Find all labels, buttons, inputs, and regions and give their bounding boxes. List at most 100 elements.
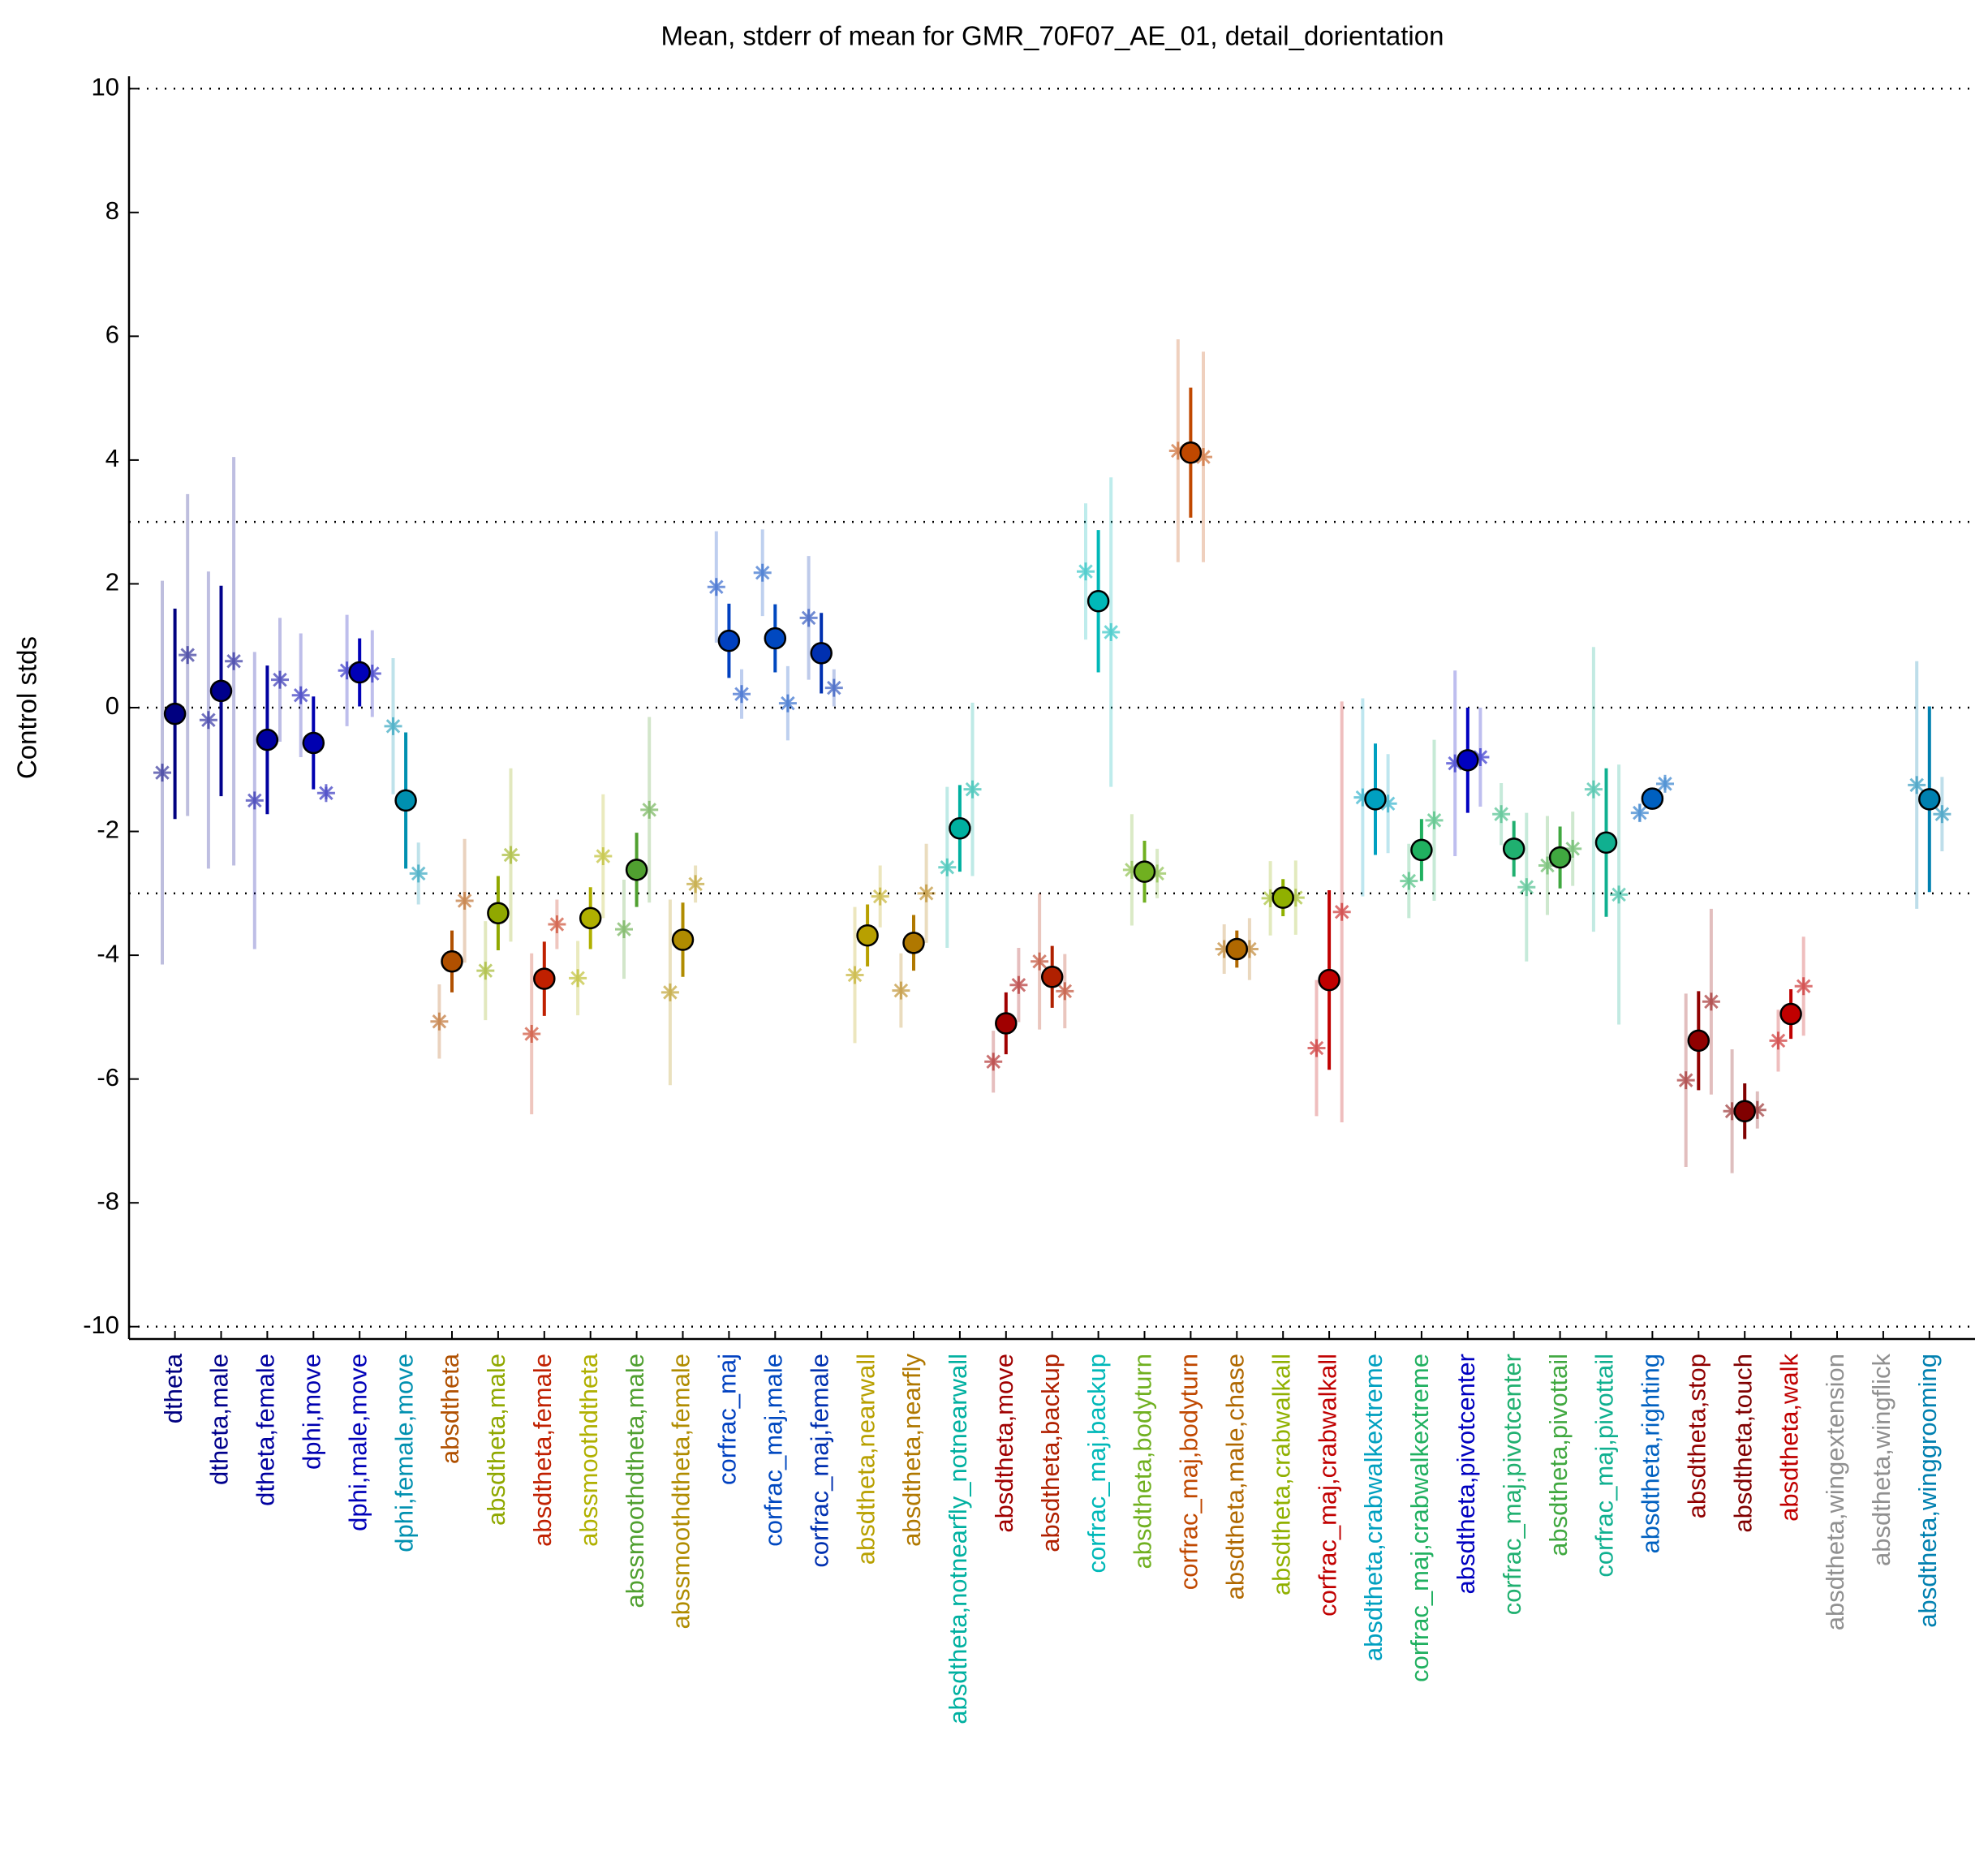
star-stroke	[781, 695, 795, 711]
y-axis-label: Control stds	[12, 636, 42, 779]
star-marker	[733, 685, 751, 704]
x-tick-label: corfrac_maj,crabwalkextreme	[1405, 1354, 1434, 1682]
x-tick-label: dphi,male,move	[343, 1354, 372, 1531]
star-marker	[225, 652, 243, 670]
mean-marker	[764, 626, 787, 650]
star-marker	[569, 969, 587, 988]
x-tick-label: absdtheta,nearwall	[851, 1354, 880, 1565]
mean-marker	[1641, 787, 1664, 810]
star-marker	[384, 717, 402, 735]
star-stroke	[827, 680, 841, 695]
y-tick-label: 8	[105, 196, 119, 225]
mean-marker	[625, 859, 648, 881]
star-stroke	[1032, 954, 1047, 969]
mean-marker	[995, 1012, 1018, 1035]
mean-marker	[810, 642, 833, 665]
x-tick-label: dtheta,male	[205, 1354, 234, 1485]
star-marker	[409, 864, 428, 883]
star-stroke	[226, 654, 241, 669]
star-marker	[455, 891, 474, 910]
star-stroke	[155, 765, 170, 780]
x-tick-label: dtheta	[159, 1353, 187, 1423]
star-marker	[523, 1024, 541, 1043]
star-stroke	[503, 847, 519, 863]
star-stroke	[872, 889, 888, 904]
x-tick-label: dphi,move	[297, 1354, 325, 1470]
mean-marker	[949, 816, 971, 840]
star-marker	[1102, 622, 1121, 641]
star-marker	[1517, 878, 1536, 897]
x-tick-label: dphi,female,move	[389, 1354, 418, 1552]
star-stroke	[1057, 984, 1073, 999]
star-marker	[707, 578, 725, 596]
x-tick-label: corfrac_maj,male	[759, 1354, 787, 1547]
star-marker	[1056, 982, 1074, 1001]
star-marker	[871, 887, 889, 906]
x-tick-label: absdtheta,move	[990, 1354, 1018, 1533]
star-marker	[1908, 776, 1926, 794]
star-marker	[1009, 975, 1028, 994]
x-tick-label: absdtheta,pivotcenter	[1452, 1354, 1480, 1594]
star-stroke	[549, 917, 565, 932]
star-stroke	[1426, 813, 1442, 828]
x-tick-label: absdtheta,righting	[1637, 1354, 1665, 1553]
x-tick-label: abssmoothdtheta,male	[621, 1354, 649, 1608]
star-marker	[316, 784, 335, 803]
x-tick-label: absdtheta,winggrooming	[1913, 1354, 1942, 1628]
star-stroke	[1678, 1073, 1693, 1087]
star-stroke	[457, 893, 472, 908]
star-marker	[1769, 1031, 1788, 1050]
star-marker	[1584, 780, 1603, 799]
star-stroke	[432, 1014, 447, 1029]
mean-marker	[1548, 846, 1572, 869]
x-tick-label: corfrac_maj	[713, 1354, 742, 1485]
y-tick-label: 2	[105, 568, 119, 596]
x-tick-label: absdtheta,male	[482, 1354, 510, 1526]
star-stroke	[1611, 887, 1626, 902]
y-tick-label: -4	[97, 939, 119, 967]
star-marker	[1077, 562, 1095, 581]
star-stroke	[1796, 979, 1811, 993]
y-tick-label: 10	[92, 72, 119, 101]
y-tick-label: -6	[97, 1063, 119, 1091]
star-marker	[1425, 811, 1444, 829]
star-marker	[245, 791, 264, 810]
star-stroke	[663, 985, 678, 1000]
star-stroke	[293, 687, 308, 703]
star-stroke	[1934, 807, 1950, 821]
mean-marker	[256, 728, 279, 751]
star-stroke	[1494, 807, 1508, 821]
star-marker	[615, 920, 633, 939]
mean-marker	[1225, 937, 1249, 961]
x-tick-label: absdtheta,crabwalkextreme	[1359, 1354, 1388, 1661]
x-tick-label: absdtheta,female	[528, 1354, 557, 1547]
star-stroke	[965, 781, 980, 797]
star-marker	[686, 875, 705, 893]
star-stroke	[617, 922, 631, 936]
star-marker	[1702, 992, 1720, 1011]
mean-marker	[1457, 749, 1479, 772]
star-marker	[430, 1012, 449, 1031]
mean-marker	[1918, 788, 1941, 811]
mean-marker	[441, 949, 463, 973]
x-tick-label: absdtheta,notnearfly_notnearwall	[944, 1354, 972, 1724]
x-tick-label: absdtheta,pivottail	[1544, 1354, 1573, 1556]
star-marker	[938, 858, 957, 876]
star-marker	[548, 915, 566, 933]
mean-marker	[1040, 966, 1064, 988]
star-stroke	[1519, 880, 1534, 894]
mean-marker	[1410, 838, 1433, 862]
star-stroke	[940, 860, 955, 875]
star-stroke	[986, 1054, 1000, 1070]
star-marker	[1933, 805, 1951, 824]
mean-marker	[1133, 860, 1156, 883]
x-tick-label: abssmoothdtheta	[574, 1353, 603, 1547]
star-marker	[153, 764, 171, 782]
mean-marker	[1364, 788, 1387, 811]
mean-marker	[1594, 831, 1618, 855]
star-marker	[984, 1053, 1003, 1071]
star-marker	[291, 686, 310, 704]
mean-marker	[1272, 886, 1294, 909]
star-stroke	[478, 963, 493, 978]
mean-marker	[1779, 1002, 1802, 1026]
